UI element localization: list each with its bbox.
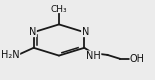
Text: H₂N: H₂N <box>1 50 20 60</box>
Text: CH₃: CH₃ <box>51 5 67 14</box>
Text: NH: NH <box>86 51 101 61</box>
Text: OH: OH <box>130 54 145 64</box>
Text: N: N <box>82 27 89 37</box>
Text: N: N <box>29 27 36 37</box>
